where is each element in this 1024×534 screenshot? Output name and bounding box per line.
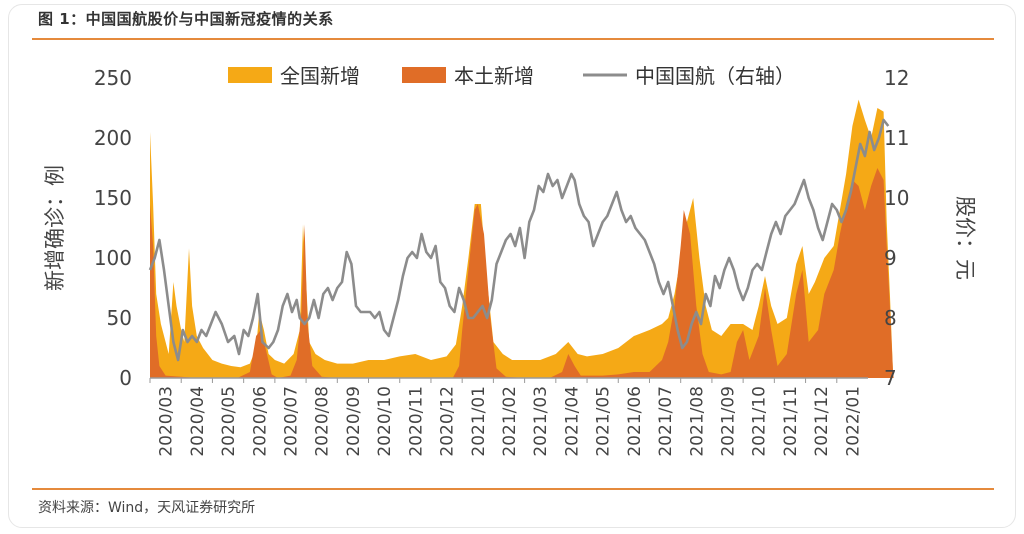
x-tick-label: 2020/12 [438,386,458,457]
x-tick-label: 2021/05 [594,386,614,457]
legend-swatch [228,67,272,83]
left-tick-label: 250 [94,66,132,90]
right-tick-label: 10 [884,186,909,210]
x-tick-label: 2021/04 [562,386,582,457]
right-tick-label: 12 [884,66,909,90]
x-tick-label: 2020/07 [281,386,301,457]
x-tick-label: 2021/02 [500,386,520,457]
x-tick-label: 2020/08 [313,386,333,457]
x-tick-label: 2021/11 [781,386,801,457]
x-tick-label: 2020/03 [157,386,177,457]
right-tick-label: 8 [884,306,897,330]
left-tick-label: 100 [94,246,132,270]
x-tick-label: 2021/07 [656,386,676,457]
series-lines [148,118,890,362]
figure-title: 图 1：中国国航股价与中国新冠疫情的关系 [38,10,334,28]
source-divider [32,488,994,490]
legend-label: 中国国航（右轴） [635,64,795,88]
left-tick-label: 0 [119,366,132,390]
right-axis-ticks: 7 8 9 10 11 12 [884,66,909,390]
left-tick-label: 200 [94,126,132,150]
x-tick-label: 2021/03 [531,386,551,457]
x-tick-label: 2021/08 [687,386,707,457]
x-tick-label: 2020/09 [344,386,364,457]
right-tick-label: 7 [884,366,897,390]
x-tick-label: 2022/01 [843,386,863,457]
x-tick-label: 2021/10 [750,386,770,457]
right-tick-label: 9 [884,246,897,270]
left-axis-label: 新增确诊：例 [43,165,67,291]
x-tick-label: 2020/05 [219,386,239,457]
x-axis-ticks: 2020/03 2020/04 2020/05 2020/06 2020/07 2020/… [149,378,863,457]
x-tick-label: 2020/04 [188,386,208,457]
series-line-price [148,118,890,362]
left-axis-ticks: 0 50 100 150 200 250 [94,66,132,390]
left-tick-label: 50 [107,306,132,330]
series-area-local [150,168,894,378]
x-tick-label: 2020/10 [375,386,395,457]
x-tick-label: 2021/06 [625,386,645,457]
title-divider [32,38,994,40]
legend-label: 本土新增 [454,64,534,88]
legend-swatch [402,67,446,83]
x-tick-label: 2020/06 [250,386,270,457]
left-tick-label: 150 [94,186,132,210]
legend: 全国新增 本土新增 中国国航（右轴） [228,64,795,88]
source-note: 资料来源：Wind，天风证券研究所 [38,500,256,516]
x-tick-label: 2021/01 [469,386,489,457]
series-areas [150,99,894,378]
x-tick-label: 2021/09 [719,386,739,457]
x-tick-label: 2021/12 [812,386,832,457]
legend-label: 全国新增 [280,64,360,88]
right-tick-label: 11 [884,126,909,150]
right-axis-label: 股价：元 [953,196,977,280]
x-tick-label: 2020/11 [406,386,426,457]
